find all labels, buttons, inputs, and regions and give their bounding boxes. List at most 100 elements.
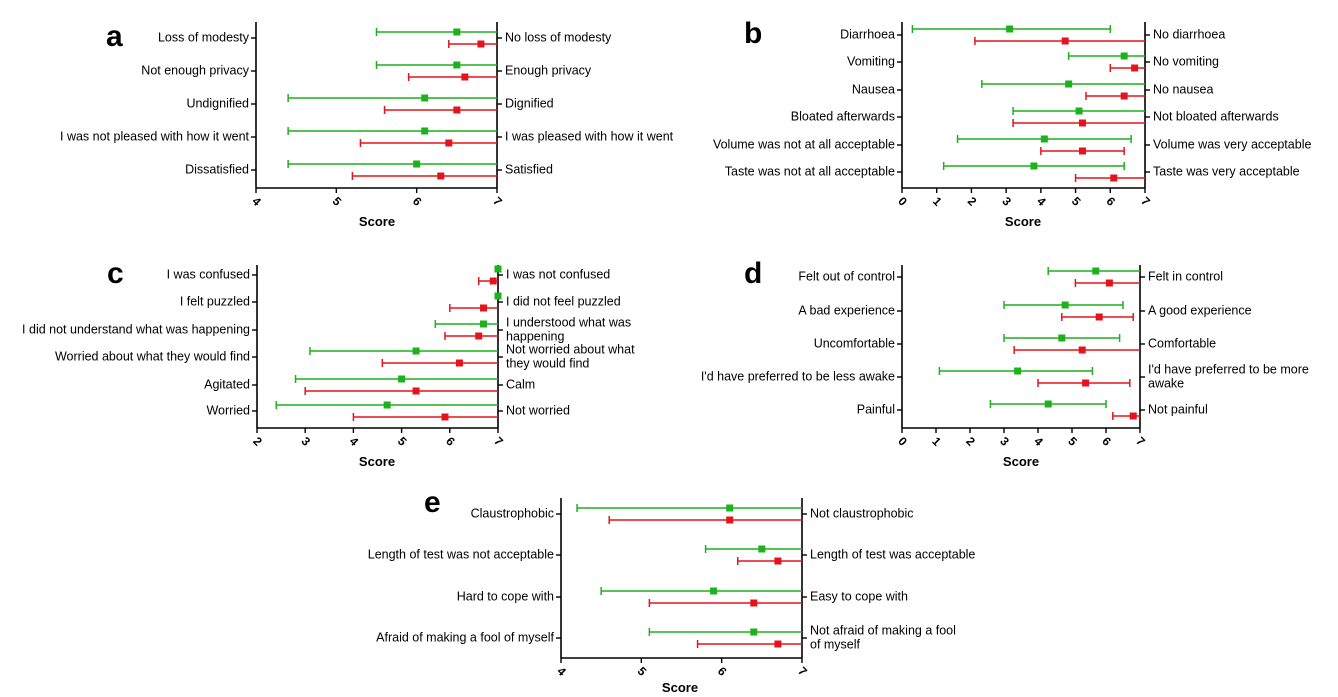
- row-label-left: Agitated: [204, 377, 250, 391]
- row-label-left: Worried: [206, 403, 250, 417]
- x-tick-label: 2: [963, 434, 978, 449]
- row-label-right: Comfortable: [1148, 336, 1216, 350]
- row-label-left: Uncomfortable: [814, 336, 895, 350]
- panel-letter: c: [107, 257, 124, 290]
- red-mean-point: [453, 106, 461, 114]
- panel-b: b 0 1 2 3 4 5 6 7 Score Diarrhoea No diarrhoea Vomit…: [713, 17, 1312, 229]
- x-tick-label: 4: [1034, 194, 1049, 209]
- x-tick-label: 7: [795, 664, 810, 679]
- row-label-right: Taste was very acceptable: [1153, 164, 1300, 178]
- row-label-right: No vomiting: [1153, 54, 1219, 68]
- x-axis-title: Score: [359, 214, 395, 229]
- x-tick-label: 0: [895, 194, 910, 209]
- red-mean-point: [412, 387, 420, 395]
- x-axis-title: Score: [1005, 214, 1041, 229]
- row-label-left: Diarrhoea: [840, 27, 895, 41]
- row-label-left: A bad experience: [798, 303, 895, 317]
- x-axis-title: Score: [662, 680, 698, 695]
- green-mean-point: [453, 28, 461, 36]
- green-mean-point: [1030, 162, 1038, 170]
- row-label-right: of myself: [810, 637, 861, 651]
- row-label-left: Length of test was not acceptable: [368, 547, 554, 561]
- green-mean-point: [710, 587, 718, 595]
- row-label-right: I was pleased with how it went: [505, 129, 674, 143]
- x-tick-label: 4: [554, 664, 569, 679]
- x-tick-label: 3: [997, 434, 1012, 449]
- x-tick-label: 7: [491, 434, 506, 449]
- red-mean-point: [1105, 279, 1113, 287]
- x-tick-label: 5: [395, 434, 410, 449]
- x-tick-label: 7: [1138, 194, 1153, 209]
- x-tick-label: 6: [1099, 434, 1114, 449]
- x-tick-label: 7: [490, 194, 505, 209]
- row-label-left: I did not understand what was happening: [22, 322, 250, 336]
- row-label-right: Not worried: [506, 403, 570, 417]
- row-label-left: Felt out of control: [798, 269, 895, 283]
- x-tick-label: 5: [1069, 194, 1084, 209]
- green-mean-point: [421, 94, 429, 102]
- red-mean-point: [461, 73, 469, 81]
- red-mean-point: [1082, 379, 1090, 387]
- row-label-left: Vomiting: [847, 54, 895, 68]
- x-tick-label: 1: [929, 434, 944, 449]
- panel-letter: d: [744, 257, 762, 290]
- x-tick-label: 2: [965, 194, 980, 209]
- red-mean-point: [477, 40, 485, 48]
- red-mean-point: [1120, 92, 1128, 100]
- row-label-left: Hard to cope with: [457, 589, 554, 603]
- x-axis-title: Score: [1003, 454, 1039, 469]
- panel-d: d 0 1 2 3 4 5 6 7 Score Felt out of control Felt in…: [701, 257, 1309, 469]
- green-mean-point: [726, 504, 734, 512]
- green-mean-point: [1044, 400, 1052, 408]
- row-label-right: No diarrhoea: [1153, 27, 1225, 41]
- row-label-right: Easy to cope with: [810, 589, 908, 603]
- panel-e: e 4 5 6 7 Score Claustrophobic Not claustrophob…: [368, 486, 976, 695]
- red-mean-point: [750, 599, 758, 607]
- row-label-left: Not enough privacy: [141, 63, 249, 77]
- green-mean-point: [1014, 367, 1022, 375]
- row-label-left: I was not pleased with how it went: [60, 129, 250, 143]
- x-tick-label: 6: [715, 664, 730, 679]
- red-mean-point: [774, 557, 782, 565]
- red-mean-point: [475, 332, 483, 340]
- row-label-right: No nausea: [1153, 82, 1214, 96]
- row-label-right: No loss of modesty: [505, 30, 612, 44]
- x-axis-title: Score: [359, 454, 395, 469]
- panel-letter: a: [106, 20, 123, 53]
- red-mean-point: [455, 359, 463, 367]
- green-mean-point: [398, 375, 406, 383]
- row-label-right: Not claustrophobic: [810, 506, 914, 520]
- row-label-left: Taste was not at all acceptable: [725, 164, 895, 178]
- green-mean-point: [1120, 52, 1128, 60]
- green-mean-point: [383, 401, 391, 409]
- row-label-right: Calm: [506, 377, 535, 391]
- x-tick-label: 2: [250, 434, 265, 449]
- row-label-right: I understood what was: [506, 315, 631, 329]
- red-mean-point: [1078, 346, 1086, 354]
- green-mean-point: [413, 160, 421, 168]
- row-label-right: Not painful: [1148, 402, 1208, 416]
- x-tick-label: 6: [410, 194, 425, 209]
- row-label-left: Nausea: [852, 82, 895, 96]
- green-mean-point: [494, 265, 502, 273]
- green-mean-point: [1092, 267, 1100, 275]
- row-label-right: Enough privacy: [505, 63, 592, 77]
- row-label-right: Not bloated afterwards: [1153, 109, 1279, 123]
- red-mean-point: [1079, 119, 1087, 127]
- red-mean-point: [1129, 412, 1137, 420]
- x-tick-label: 3: [298, 434, 313, 449]
- green-mean-point: [1075, 107, 1083, 115]
- red-mean-point: [437, 172, 445, 180]
- x-tick-label: 5: [635, 664, 650, 679]
- panel-c: c 2 3 4 5 6 7 Score I was confused I was not conf…: [22, 257, 635, 469]
- row-label-left: I'd have preferred to be less awake: [701, 369, 895, 383]
- green-mean-point: [412, 347, 420, 355]
- row-label-right: A good experience: [1148, 303, 1252, 317]
- red-mean-point: [1131, 64, 1139, 72]
- red-mean-point: [774, 640, 782, 648]
- green-mean-point: [453, 61, 461, 69]
- green-mean-point: [1061, 301, 1069, 309]
- row-label-left: Worried about what they would find: [55, 349, 250, 363]
- x-tick-label: 0: [895, 434, 910, 449]
- row-label-right: Not afraid of making a fool: [810, 623, 956, 637]
